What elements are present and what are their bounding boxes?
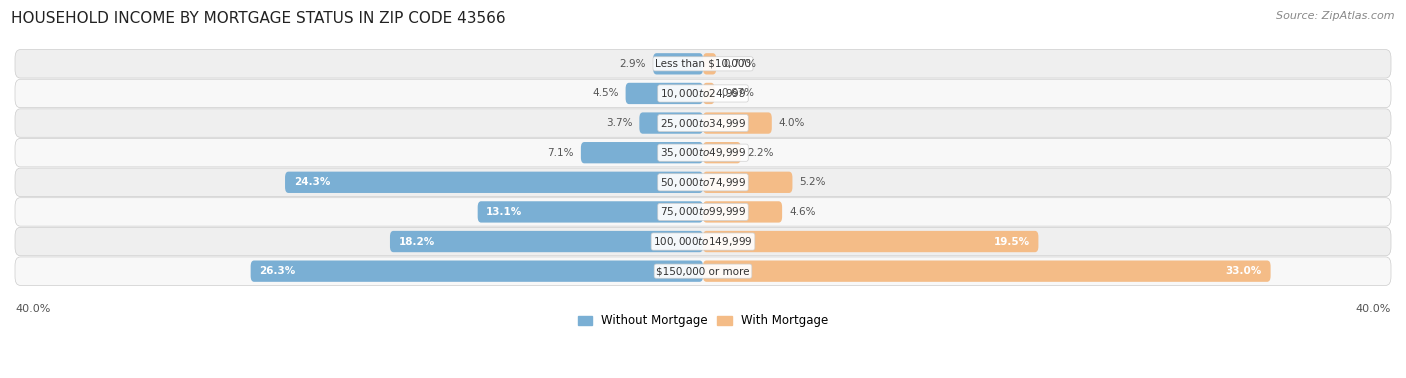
FancyBboxPatch shape xyxy=(15,50,1391,78)
FancyBboxPatch shape xyxy=(654,53,703,74)
FancyBboxPatch shape xyxy=(703,201,782,223)
Text: 4.5%: 4.5% xyxy=(592,88,619,98)
Text: 2.9%: 2.9% xyxy=(620,59,647,69)
FancyBboxPatch shape xyxy=(285,172,703,193)
FancyBboxPatch shape xyxy=(15,79,1391,108)
FancyBboxPatch shape xyxy=(703,112,772,134)
Text: 5.2%: 5.2% xyxy=(800,177,825,187)
FancyBboxPatch shape xyxy=(250,260,703,282)
FancyBboxPatch shape xyxy=(15,138,1391,167)
FancyBboxPatch shape xyxy=(15,257,1391,285)
Legend: Without Mortgage, With Mortgage: Without Mortgage, With Mortgage xyxy=(574,310,832,332)
FancyBboxPatch shape xyxy=(15,198,1391,226)
Text: 2.2%: 2.2% xyxy=(748,148,775,158)
Text: 40.0%: 40.0% xyxy=(15,304,51,314)
Text: 0.77%: 0.77% xyxy=(723,59,756,69)
Text: HOUSEHOLD INCOME BY MORTGAGE STATUS IN ZIP CODE 43566: HOUSEHOLD INCOME BY MORTGAGE STATUS IN Z… xyxy=(11,11,506,26)
Text: 4.6%: 4.6% xyxy=(789,207,815,217)
Text: $50,000 to $74,999: $50,000 to $74,999 xyxy=(659,176,747,189)
FancyBboxPatch shape xyxy=(15,168,1391,197)
Text: Source: ZipAtlas.com: Source: ZipAtlas.com xyxy=(1277,11,1395,21)
Text: $10,000 to $24,999: $10,000 to $24,999 xyxy=(659,87,747,100)
Text: 3.7%: 3.7% xyxy=(606,118,633,128)
FancyBboxPatch shape xyxy=(703,231,1039,252)
FancyBboxPatch shape xyxy=(15,109,1391,137)
FancyBboxPatch shape xyxy=(626,83,703,104)
FancyBboxPatch shape xyxy=(703,172,793,193)
Text: $150,000 or more: $150,000 or more xyxy=(657,266,749,276)
Text: 7.1%: 7.1% xyxy=(547,148,574,158)
FancyBboxPatch shape xyxy=(389,231,703,252)
Text: Less than $10,000: Less than $10,000 xyxy=(655,59,751,69)
Text: 33.0%: 33.0% xyxy=(1226,266,1263,276)
Text: $25,000 to $34,999: $25,000 to $34,999 xyxy=(659,116,747,130)
Text: 24.3%: 24.3% xyxy=(294,177,330,187)
FancyBboxPatch shape xyxy=(15,227,1391,256)
Text: 40.0%: 40.0% xyxy=(1355,304,1391,314)
FancyBboxPatch shape xyxy=(703,260,1271,282)
Text: 26.3%: 26.3% xyxy=(259,266,295,276)
Text: $100,000 to $149,999: $100,000 to $149,999 xyxy=(654,235,752,248)
Text: 4.0%: 4.0% xyxy=(779,118,806,128)
FancyBboxPatch shape xyxy=(703,142,741,163)
FancyBboxPatch shape xyxy=(703,83,714,104)
FancyBboxPatch shape xyxy=(581,142,703,163)
Text: 0.67%: 0.67% xyxy=(721,88,755,98)
Text: 19.5%: 19.5% xyxy=(994,237,1029,246)
FancyBboxPatch shape xyxy=(703,53,716,74)
Text: 13.1%: 13.1% xyxy=(486,207,523,217)
Text: $75,000 to $99,999: $75,000 to $99,999 xyxy=(659,205,747,218)
Text: $35,000 to $49,999: $35,000 to $49,999 xyxy=(659,146,747,159)
FancyBboxPatch shape xyxy=(640,112,703,134)
Text: 18.2%: 18.2% xyxy=(398,237,434,246)
FancyBboxPatch shape xyxy=(478,201,703,223)
